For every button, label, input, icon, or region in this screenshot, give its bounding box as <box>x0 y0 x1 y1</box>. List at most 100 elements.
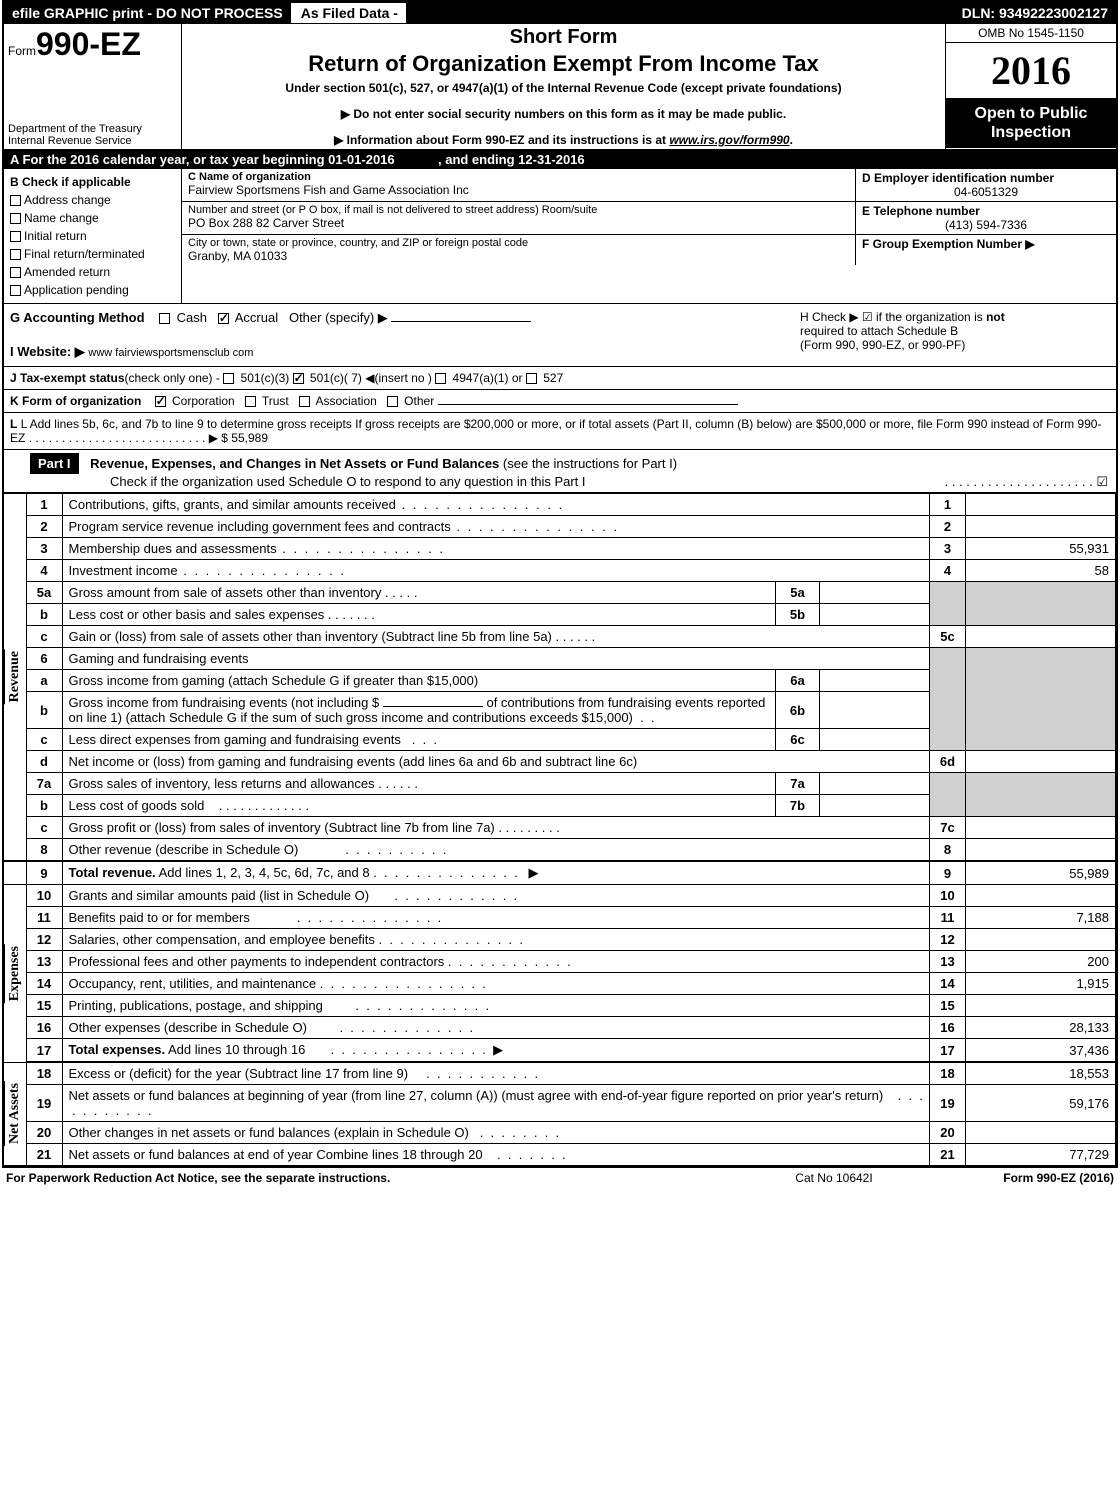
org-name: Fairview Sportsmens Fish and Game Associ… <box>188 183 849 197</box>
ein-value: 04-6051329 <box>862 185 1110 199</box>
sv-5a <box>820 582 930 604</box>
chk-association[interactable] <box>299 396 310 407</box>
ln-12: 12 <box>26 929 62 951</box>
c-name-label: C Name of organization <box>188 171 849 183</box>
other-org-line[interactable] <box>438 404 738 405</box>
rv-1 <box>966 494 1116 516</box>
ln-6a: a <box>26 670 62 692</box>
rn-10: 10 <box>930 885 966 907</box>
header-right: OMB No 1545-1150 2016 Open to Public Ins… <box>946 24 1116 149</box>
ln-6b: b <box>26 692 62 729</box>
chk-final-return[interactable]: Final return/terminated <box>10 245 175 263</box>
chk-name-change[interactable]: Name change <box>10 209 175 227</box>
desc-21: Net assets or fund balances at end of ye… <box>62 1144 930 1166</box>
chk-amended-return[interactable]: Amended return <box>10 263 175 281</box>
part-i-header: Part I Revenue, Expenses, and Changes in… <box>4 450 1116 493</box>
ln-13: 13 <box>26 951 62 973</box>
chk-501c[interactable] <box>293 373 304 384</box>
rn-16: 16 <box>930 1017 966 1039</box>
form-prefix: Form <box>8 44 36 58</box>
chk-other-org[interactable] <box>387 396 398 407</box>
sn-6a: 6a <box>776 670 820 692</box>
f-label: F Group Exemption Number ▶ <box>862 237 1110 251</box>
rn-3: 3 <box>930 538 966 560</box>
desc-6d: Net income or (loss) from gaming and fun… <box>62 751 930 773</box>
chk-cash[interactable] <box>159 313 170 324</box>
ln-6c: c <box>26 729 62 751</box>
desc-18: Excess or (deficit) for the year (Subtra… <box>62 1062 930 1085</box>
chk-initial-return[interactable]: Initial return <box>10 227 175 245</box>
chk-527[interactable] <box>526 373 537 384</box>
rv-17: 37,436 <box>966 1039 1116 1063</box>
ln-7c: c <box>26 817 62 839</box>
c-addr-label: Number and street (or P O box, if mail i… <box>188 204 849 216</box>
chk-accrual[interactable] <box>218 313 229 324</box>
i-label: I Website: ▶ <box>10 344 85 359</box>
chk-corporation[interactable] <box>155 396 166 407</box>
vlabel-netassets: Net Assets <box>4 1081 25 1146</box>
chk-trust[interactable] <box>245 396 256 407</box>
rn-8: 8 <box>930 839 966 862</box>
rn-19: 19 <box>930 1085 966 1122</box>
other-specify-line[interactable] <box>391 321 531 322</box>
rv-8 <box>966 839 1116 862</box>
rv-5c <box>966 626 1116 648</box>
rv-19: 59,176 <box>966 1085 1116 1122</box>
chk-501c3[interactable] <box>223 373 234 384</box>
rn-4: 4 <box>930 560 966 582</box>
d-label: D Employer identification number <box>862 171 1110 185</box>
rn-13: 13 <box>930 951 966 973</box>
rv-21: 77,729 <box>966 1144 1116 1166</box>
desc-7c: Gross profit or (loss) from sales of inv… <box>62 817 930 839</box>
sn-6b: 6b <box>776 692 820 729</box>
rv-7c <box>966 817 1116 839</box>
c-city-cell: City or town, state or province, country… <box>182 235 856 265</box>
rv-14: 1,915 <box>966 973 1116 995</box>
shaded-6v <box>966 648 1116 751</box>
vlabel-expenses: Expenses <box>4 944 25 1003</box>
sv-6b <box>820 692 930 729</box>
row-a-calendar-year: A For the 2016 calendar year, or tax yea… <box>4 150 1116 169</box>
rn-6d: 6d <box>930 751 966 773</box>
rn-11: 11 <box>930 907 966 929</box>
footer: For Paperwork Reduction Act Notice, see … <box>2 1168 1118 1188</box>
ln-11: 11 <box>26 907 62 929</box>
desc-16: Other expenses (describe in Schedule O) … <box>62 1017 930 1039</box>
rv-2 <box>966 516 1116 538</box>
sv-7a <box>820 773 930 795</box>
rn-12: 12 <box>930 929 966 951</box>
main-table: Revenue 1 Contributions, gifts, grants, … <box>4 493 1116 1166</box>
part-i-title: Revenue, Expenses, and Changes in Net As… <box>90 456 499 471</box>
l-dots: . . . . . . . . . . . . . . . . . . . . … <box>29 431 232 445</box>
e-label: E Telephone number <box>862 204 1110 218</box>
c-name-cell: C Name of organization Fairview Sportsme… <box>182 169 856 201</box>
irs-link[interactable]: www.irs.gov/form990 <box>669 133 789 147</box>
chk-4947[interactable] <box>435 373 446 384</box>
part-i-label: Part I <box>30 453 79 474</box>
f-group-cell: F Group Exemption Number ▶ <box>856 235 1116 265</box>
c-address-cell: Number and street (or P O box, if mail i… <box>182 202 856 234</box>
desc-20: Other changes in net assets or fund bala… <box>62 1122 930 1144</box>
as-filed-label: As Filed Data - <box>293 3 406 23</box>
desc-1: Contributions, gifts, grants, and simila… <box>62 494 930 516</box>
ln-19: 19 <box>26 1085 62 1122</box>
rn-21: 21 <box>930 1144 966 1166</box>
chk-application-pending[interactable]: Application pending <box>10 281 175 299</box>
rv-10 <box>966 885 1116 907</box>
ln-3: 3 <box>26 538 62 560</box>
chk-address-change[interactable]: Address change <box>10 191 175 209</box>
ln-8: 8 <box>26 839 62 862</box>
ln-21: 21 <box>26 1144 62 1166</box>
rn-9: 9 <box>930 861 966 885</box>
header-row: Form990-EZ Department of the Treasury In… <box>4 24 1116 150</box>
rn-18: 18 <box>930 1062 966 1085</box>
ln-14: 14 <box>26 973 62 995</box>
sn-5a: 5a <box>776 582 820 604</box>
h-check: H Check ▶ ☑ if the organization is not r… <box>800 310 1110 360</box>
header-left: Form990-EZ Department of the Treasury In… <box>4 24 182 149</box>
desc-5b: Less cost or other basis and sales expen… <box>62 604 776 626</box>
shaded-7 <box>930 773 966 817</box>
footer-mid: Cat No 10642I <box>734 1171 934 1185</box>
c-city-label: City or town, state or province, country… <box>188 237 849 249</box>
part-i-sub: (see the instructions for Part I) <box>503 456 677 471</box>
